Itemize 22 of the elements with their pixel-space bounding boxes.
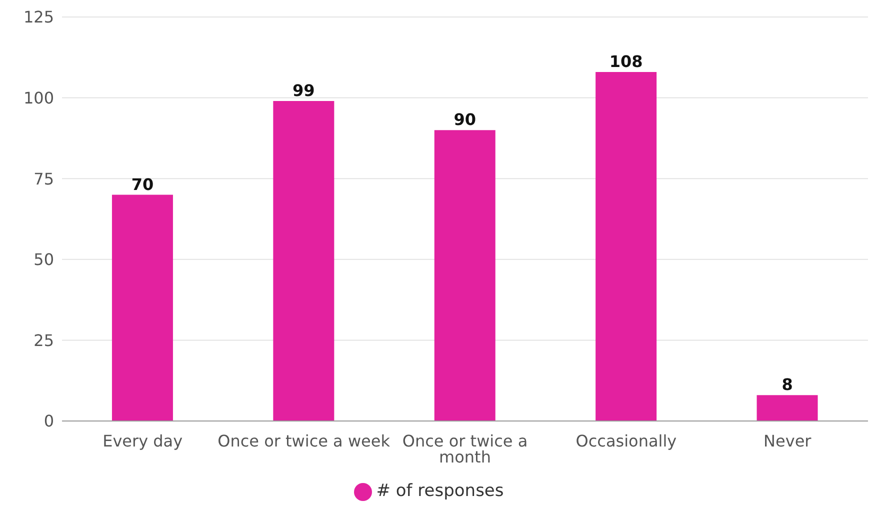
x-tick-label: Once or twice a month	[402, 431, 528, 466]
data-label: 8	[782, 375, 793, 394]
bar	[112, 194, 173, 421]
x-tick-label: Every day	[102, 431, 183, 450]
y-tick-label: 25	[34, 330, 54, 350]
y-tick-label: 0	[44, 412, 54, 431]
x-tick-label: Occasionally	[576, 431, 677, 450]
bar	[434, 130, 496, 421]
data-label: 99	[292, 81, 315, 100]
bar	[756, 395, 818, 421]
y-tick-label: 50	[34, 250, 54, 270]
data-label: 70	[131, 174, 154, 194]
y-tick-label: 125	[23, 8, 54, 27]
x-tick-label: Once or twice a week	[218, 431, 391, 450]
y-tick-label: 100	[23, 88, 54, 108]
legend-label: # of responses	[376, 481, 504, 501]
y-tick-label: 75	[34, 169, 54, 188]
bar	[273, 101, 334, 421]
data-label: 90	[454, 110, 476, 130]
data-label: 108	[609, 52, 643, 71]
bar	[596, 72, 657, 421]
x-tick-label: Never	[764, 431, 812, 450]
